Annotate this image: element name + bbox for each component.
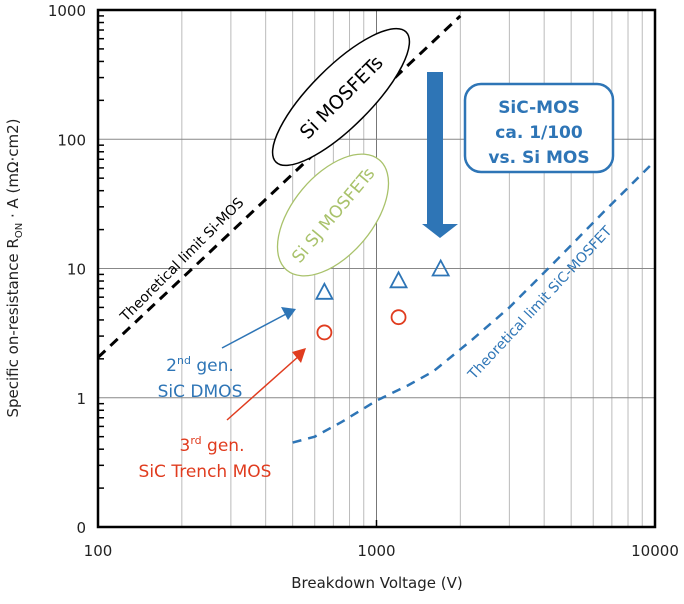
y-axis-label: Specific on-resistance RON · A (mΩ·cm2) <box>4 118 25 417</box>
si-limit-line <box>96 14 462 359</box>
x-tick-label: 10000 <box>631 542 679 560</box>
dmos-label: SiC DMOS <box>158 382 243 402</box>
box-line-1: SiC-MOS <box>498 98 580 118</box>
x-axis-label: Breakdown Voltage (V) <box>291 574 462 592</box>
triangle-point <box>389 270 409 289</box>
si-mosfets-ellipse <box>271 27 411 167</box>
sic-mos-box: SiC-MOS ca. 1/100 vs. Si MOS <box>463 82 615 174</box>
y-tick-label: 10 <box>67 261 86 279</box>
y-tick-label: 0 <box>76 519 86 537</box>
box-line-2: ca. 1/100 <box>495 123 583 143</box>
reduction-arrow <box>422 72 458 238</box>
data-points <box>314 258 451 341</box>
y-tick-label: 1 <box>76 390 86 408</box>
trench-annotation: 3rd gen. SiC Trench MOS <box>139 348 306 482</box>
trench-label: SiC Trench MOS <box>139 462 272 482</box>
x-tick-label: 100 <box>84 542 113 560</box>
si-sj-ellipse <box>276 153 390 277</box>
limit-lines <box>96 14 656 444</box>
x-tick-label: 1000 <box>357 542 395 560</box>
circle-point <box>316 324 333 341</box>
circle-point <box>390 309 407 326</box>
dmos-annotation: 2nd gen. SiC DMOS <box>158 307 296 402</box>
svg-text:2nd gen.: 2nd gen. <box>166 354 234 376</box>
y-tick-label: 100 <box>57 131 86 149</box>
box-line-3: vs. Si MOS <box>488 148 589 168</box>
svg-text:3rd gen.: 3rd gen. <box>180 434 245 456</box>
si-mosfets-annotation: Si MOSFETs <box>271 27 411 167</box>
si-sj-mosfets-annotation: Si SJ MOSFETs <box>276 153 390 277</box>
triangle-point <box>431 258 451 277</box>
y-tick-label: 1000 <box>48 2 86 20</box>
triangle-point <box>314 281 334 300</box>
